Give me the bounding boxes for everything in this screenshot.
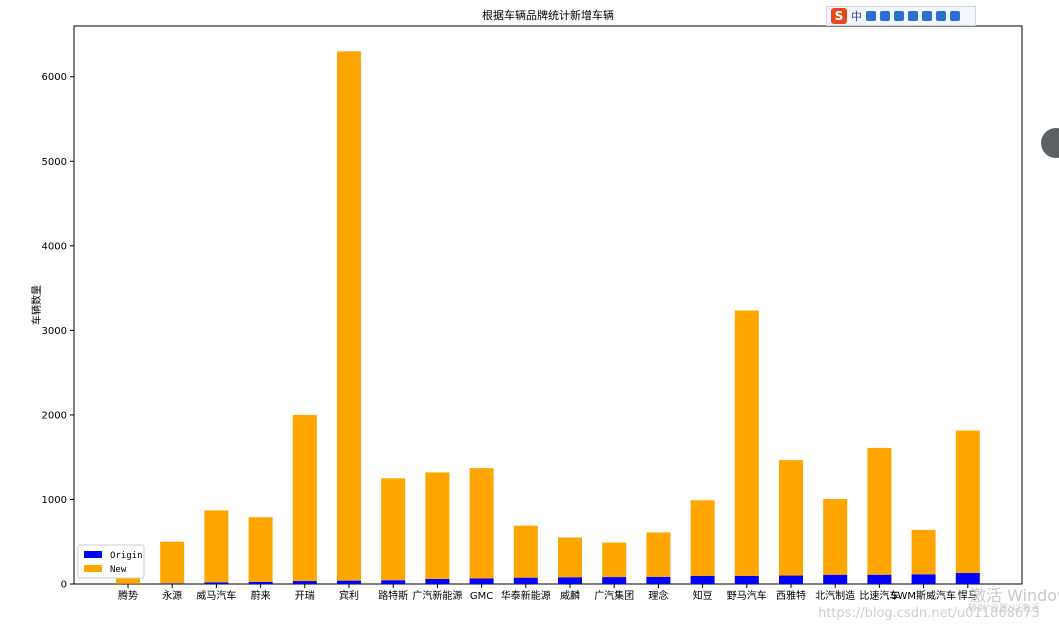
bar-origin [823,574,848,584]
bar-origin [911,574,936,584]
bars-group [116,51,980,584]
x-tick-label: 悍马 [958,589,978,602]
legend-swatch-origin [84,551,102,558]
bar-new [690,500,715,576]
x-tick-label: 广汽集团 [594,589,634,602]
y-axis-label: 车辆数量 [30,285,43,325]
y-tick-label: 3000 [42,326,67,337]
bar-origin [337,580,361,584]
x-tick-label: 野马汽车 [727,589,767,602]
legend-swatch-new [84,565,102,572]
bar-new [160,541,185,584]
bar-origin [160,583,185,584]
ime-mode-label[interactable]: 中 [851,10,862,23]
x-tick-label: 蔚来 [251,590,271,602]
bar-new [337,51,361,581]
y-tick-label: 0 [61,580,67,591]
bar-new [381,478,406,581]
bar-origin [248,581,273,584]
activate-windows-watermark: 激活 Windows [970,586,1059,605]
x-tick-label: 北汽制造 [815,589,855,602]
activate-windows-subtext: 转到"设置"以激活 [968,604,1040,614]
x-tick-label: 西雅特 [776,589,806,602]
bar-new [867,447,892,575]
bar-new [823,499,848,575]
bar-new [955,430,980,574]
x-tick-label: 宾利 [339,589,359,602]
bar-origin [469,578,494,584]
shirt-icon[interactable] [936,11,946,21]
bar-new [469,468,494,579]
bar-new [646,532,671,577]
bar-origin [955,573,980,584]
x-tick-label: 知豆 [693,589,713,602]
legend-label-origin: Origin [110,551,143,561]
bar-origin [867,574,892,584]
bar-new [558,537,582,578]
keyboard-icon[interactable] [908,11,918,21]
bar-new [204,510,229,583]
x-axis-ticks: 腾势 永源 威马汽车 蔚来 开瑞 宾利 路特斯 广汽新能源 GMC 华泰新能源 威麟 广汽集团 理念 知豆… [118,584,978,602]
y-tick-label: 1000 [42,495,67,506]
x-tick-label: 比速汽车 [859,589,899,602]
bar-origin [381,580,406,584]
bar-new [513,525,538,578]
y-tick-label: 5000 [42,157,67,168]
x-tick-label: 开瑞 [295,590,315,602]
legend-label-new: New [110,565,127,575]
bar-new [734,310,759,576]
x-tick-label: 永源 [162,589,182,602]
bar-new [779,460,803,576]
microphone-icon[interactable] [894,11,904,21]
bar-new [911,529,936,575]
bar-origin [513,577,538,584]
punctuation-icon[interactable] [866,11,876,21]
bar-origin [204,582,229,584]
emoji-icon[interactable] [880,11,890,21]
bar-origin [292,581,317,584]
x-tick-label: GMC [470,591,493,602]
bar-origin [734,575,759,584]
bar-origin [425,578,450,584]
bar-new [248,517,273,582]
chart-title: 根据车辆品牌统计新增车辆 [482,8,614,22]
x-tick-label: 理念 [648,589,668,602]
bar-new [602,542,627,578]
ime-toolbar[interactable]: S 中 [826,6,976,26]
x-tick-label: 威马汽车 [196,589,236,602]
x-tick-label: 华泰新能源 [501,589,551,602]
x-tick-label: SWM斯威汽车 [891,589,956,602]
legend: Origin New [77,544,145,579]
x-tick-label: 广汽新能源 [412,589,462,602]
bar-origin [779,575,803,584]
y-tick-label: 4000 [42,241,67,252]
bar-new [292,414,317,582]
plot-frame [73,25,1023,585]
bar-origin [602,577,627,584]
x-tick-label: 威麟 [560,589,580,602]
sogou-logo-icon[interactable]: S [831,8,847,24]
bar-origin [558,577,582,584]
blog-url-watermark: https://blog.csdn.net/u011868673 [818,606,1040,621]
bar-origin [690,575,715,584]
y-tick-label: 6000 [42,72,67,83]
y-tick-label: 2000 [42,410,67,421]
y-axis-ticks: 0 1000 2000 3000 4000 5000 6000 [42,72,74,591]
x-tick-label: 路特斯 [378,589,408,602]
bar-origin [646,576,671,584]
side-circle-button[interactable] [1041,128,1059,158]
bar-new [425,472,450,579]
grid-icon[interactable] [950,11,960,21]
user-icon[interactable] [922,11,932,21]
x-tick-label: 腾势 [118,589,138,602]
